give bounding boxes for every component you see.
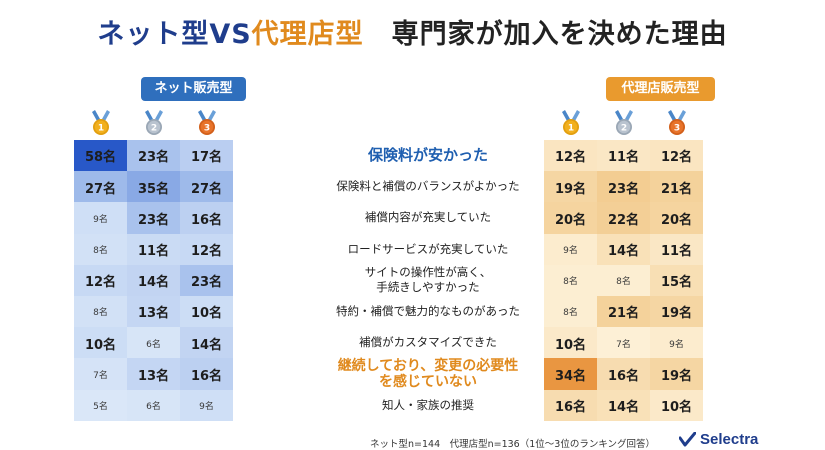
net-cell-r1-rank1: 58名 — [74, 140, 127, 172]
agency-medal-rank-2-icon: 2 — [614, 110, 633, 135]
title-net: ネット型 — [97, 19, 210, 50]
agency-cell-r7-rank3: 9名 — [650, 327, 703, 359]
net-cell-r5-rank3: 23名 — [180, 264, 233, 297]
agency-cell-r3-rank2: 22名 — [597, 202, 650, 235]
agency-cell-r6-rank2: 21名 — [597, 296, 650, 328]
reason-label-9: 知人・家族の推奨 — [382, 397, 474, 412]
svg-text:1: 1 — [567, 124, 573, 134]
agency-cell-r8-rank3: 19名 — [650, 358, 703, 391]
agency-cell-r5-rank2: 8名 — [597, 264, 650, 297]
agency-cell-r5-rank3: 15名 — [650, 264, 703, 297]
agency-cell-r1-rank3: 12名 — [650, 140, 703, 172]
title-rest: 専門家が加入を決めた理由 — [391, 19, 728, 50]
net-cell-r3-rank2: 23名 — [127, 202, 180, 235]
net-cell-r6-rank3: 10名 — [180, 296, 233, 328]
logo-text: Selectra — [700, 431, 759, 448]
net-cell-r2-rank2: 35名 — [127, 171, 180, 203]
agency-cell-r4-rank3: 11名 — [650, 233, 703, 266]
net-cell-r9-rank3: 9名 — [180, 389, 233, 422]
net-cell-r5-rank2: 14名 — [127, 264, 180, 297]
agency-cell-r1-rank1: 12名 — [544, 140, 597, 172]
reason-label-2: 保険料と補償のバランスがよかった — [336, 179, 520, 194]
selectra-logo: Selectra — [679, 431, 758, 448]
svg-text:3: 3 — [203, 124, 209, 134]
footnote: ネット型n=144 代理店型n=136（1位〜3位のランキング回答） — [370, 439, 656, 450]
agency-medal-rank-1-icon: 1 — [561, 110, 580, 135]
svg-text:3: 3 — [673, 124, 679, 134]
agency-cell-r5-rank1: 8名 — [544, 264, 597, 297]
agency-cell-r2-rank3: 21名 — [650, 171, 703, 203]
agency-cell-r6-rank1: 8名 — [544, 296, 597, 328]
page-title: ネット型VS代理店型 専門家が加入を決めた理由 — [0, 12, 825, 51]
reason-label-7: 補償がカスタマイズできた — [359, 335, 497, 350]
reason-label-6: 特約・補償で魅力的なものがあった — [336, 304, 520, 319]
net-cell-r9-rank1: 5名 — [74, 389, 127, 422]
net-cell-r1-rank3: 17名 — [180, 140, 233, 172]
agency-cell-r7-rank1: 10名 — [544, 327, 597, 359]
agency-cell-r2-rank1: 19名 — [544, 171, 597, 203]
agency-cell-r7-rank2: 7名 — [597, 327, 650, 359]
reason-label-8: 継続しており、変更の必要性 を感じていない — [337, 357, 519, 390]
agency-cell-r3-rank1: 20名 — [544, 202, 597, 235]
reason-label-3: 補償内容が充実していた — [364, 210, 492, 225]
net-medal-rank-2-icon: 2 — [144, 110, 163, 135]
agency-cell-r8-rank2: 16名 — [597, 358, 650, 391]
net-cell-r4-rank3: 12名 — [180, 233, 233, 266]
net-cell-r7-rank1: 10名 — [74, 327, 127, 359]
net-cell-r3-rank3: 16名 — [180, 202, 233, 235]
net-cell-r5-rank1: 12名 — [74, 264, 127, 297]
title-dairi: 代理店型 — [251, 19, 364, 50]
net-medal-rank-3-icon: 3 — [197, 110, 216, 135]
net-cell-r3-rank1: 9名 — [74, 202, 127, 235]
reason-label-4: ロードサービスが充実していた — [347, 241, 509, 256]
svg-text:2: 2 — [150, 124, 156, 134]
agency-cell-r6-rank3: 19名 — [650, 296, 703, 328]
agency-cell-r8-rank1: 34名 — [544, 358, 597, 391]
agency-cell-r2-rank2: 23名 — [597, 171, 650, 203]
net-cell-r7-rank2: 6名 — [127, 327, 180, 359]
agency-cell-r4-rank1: 9名 — [544, 233, 597, 266]
net-sales-badge: ネット販売型 — [141, 77, 246, 101]
net-cell-r6-rank2: 13名 — [127, 296, 180, 328]
agency-cell-r1-rank2: 11名 — [597, 140, 650, 172]
title-vs: VS — [209, 19, 252, 50]
net-cell-r8-rank1: 7名 — [74, 358, 127, 391]
agency-sales-badge: 代理店販売型 — [606, 77, 715, 101]
net-cell-r7-rank3: 14名 — [180, 327, 233, 359]
logo-check-icon — [679, 432, 696, 447]
reason-label-5: サイトの操作性が高く、 手続きしやすかった — [364, 265, 492, 295]
net-cell-r6-rank1: 8名 — [74, 296, 127, 328]
svg-text:1: 1 — [97, 124, 103, 134]
svg-text:2: 2 — [620, 124, 626, 134]
agency-medal-rank-3-icon: 3 — [667, 110, 686, 135]
agency-cell-r9-rank1: 16名 — [544, 389, 597, 422]
agency-cell-r9-rank3: 10名 — [650, 389, 703, 422]
net-cell-r9-rank2: 6名 — [127, 389, 180, 422]
net-cell-r8-rank2: 13名 — [127, 358, 180, 391]
net-cell-r2-rank1: 27名 — [74, 171, 127, 203]
net-cell-r1-rank2: 23名 — [127, 140, 180, 172]
reason-label-1: 保険料が安かった — [367, 146, 488, 165]
net-cell-r8-rank3: 16名 — [180, 358, 233, 391]
net-cell-r2-rank3: 27名 — [180, 171, 233, 203]
agency-cell-r3-rank3: 20名 — [650, 202, 703, 235]
net-medal-rank-1-icon: 1 — [91, 110, 110, 135]
net-cell-r4-rank1: 8名 — [74, 233, 127, 266]
net-cell-r4-rank2: 11名 — [127, 233, 180, 266]
agency-cell-r9-rank2: 14名 — [597, 389, 650, 422]
agency-cell-r4-rank2: 14名 — [597, 233, 650, 266]
